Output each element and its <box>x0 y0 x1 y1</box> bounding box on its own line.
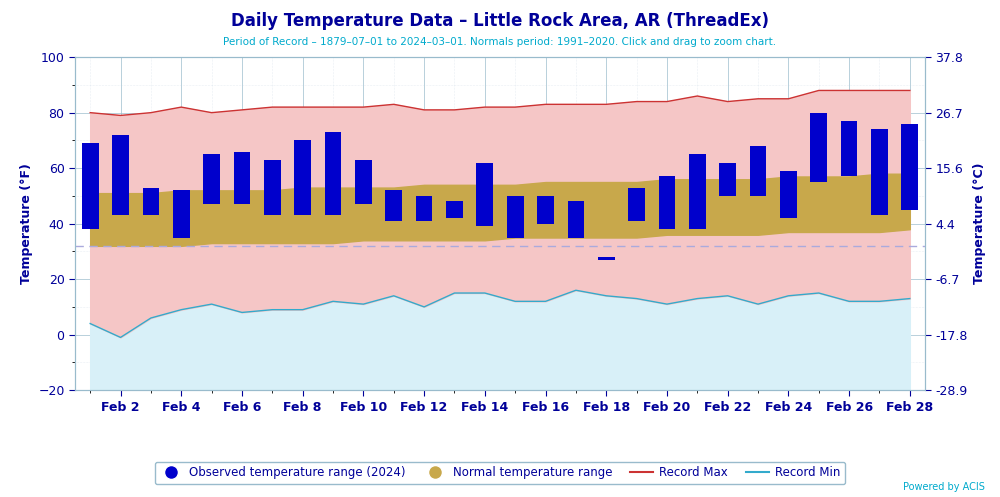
Bar <box>537 196 554 224</box>
Legend: Observed temperature range (2024), Normal temperature range, Record Max, Record : Observed temperature range (2024), Norma… <box>155 462 845 484</box>
Bar <box>598 257 615 260</box>
Bar <box>689 154 706 229</box>
Bar <box>871 129 888 215</box>
Bar <box>476 163 493 227</box>
Bar <box>355 160 372 204</box>
Bar <box>841 121 857 176</box>
Bar <box>82 143 99 229</box>
Bar <box>416 196 432 221</box>
Text: Period of Record – 1879–07–01 to 2024–03–01. Normals period: 1991–2020. Click an: Period of Record – 1879–07–01 to 2024–03… <box>223 37 777 47</box>
Bar <box>234 152 250 204</box>
Bar <box>143 187 159 215</box>
Text: Powered by ACIS: Powered by ACIS <box>903 482 985 492</box>
Y-axis label: Temperature (°F): Temperature (°F) <box>20 163 33 284</box>
Bar <box>659 176 675 229</box>
Y-axis label: Temperature (°C): Temperature (°C) <box>973 163 986 284</box>
Bar <box>568 201 584 238</box>
Text: Daily Temperature Data – Little Rock Area, AR (ThreadEx): Daily Temperature Data – Little Rock Are… <box>231 12 769 30</box>
Bar <box>112 135 129 215</box>
Bar <box>446 201 463 218</box>
Bar <box>385 190 402 221</box>
Bar <box>780 171 797 218</box>
Bar <box>750 146 766 196</box>
Bar <box>294 140 311 215</box>
Bar <box>628 187 645 221</box>
Bar <box>264 160 281 215</box>
Bar <box>173 190 190 238</box>
Bar <box>325 132 341 215</box>
Bar <box>203 154 220 204</box>
Bar <box>507 196 524 238</box>
Bar <box>719 163 736 196</box>
Bar <box>810 113 827 182</box>
Bar <box>901 124 918 210</box>
